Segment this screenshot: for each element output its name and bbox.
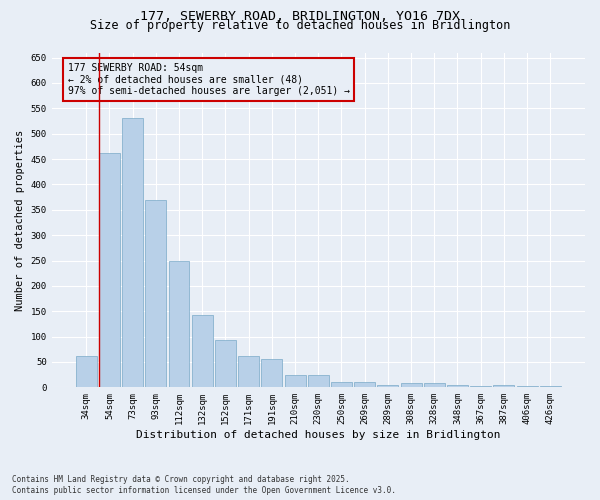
Text: Size of property relative to detached houses in Bridlington: Size of property relative to detached ho… [90,19,510,32]
Bar [331,382,352,388]
Text: Contains public sector information licensed under the Open Government Licence v3: Contains public sector information licen… [12,486,396,495]
Bar [447,385,468,388]
Bar [284,374,305,388]
Bar [308,374,329,388]
Bar [145,200,166,388]
Bar [470,386,491,388]
Y-axis label: Number of detached properties: Number of detached properties [15,130,25,310]
Bar [99,153,120,388]
Text: 177 SEWERBY ROAD: 54sqm
← 2% of detached houses are smaller (48)
97% of semi-det: 177 SEWERBY ROAD: 54sqm ← 2% of detached… [68,62,350,96]
Bar [122,118,143,388]
Bar [493,385,514,388]
Bar [215,340,236,388]
Text: 177, SEWERBY ROAD, BRIDLINGTON, YO16 7DX: 177, SEWERBY ROAD, BRIDLINGTON, YO16 7DX [140,10,460,23]
Bar [401,384,422,388]
X-axis label: Distribution of detached houses by size in Bridlington: Distribution of detached houses by size … [136,430,500,440]
Bar [76,356,97,388]
Bar [517,386,538,388]
Text: Contains HM Land Registry data © Crown copyright and database right 2025.: Contains HM Land Registry data © Crown c… [12,475,350,484]
Bar [262,360,283,388]
Bar [354,382,375,388]
Bar [377,385,398,388]
Bar [192,316,212,388]
Bar [238,356,259,388]
Bar [169,260,190,388]
Bar [424,384,445,388]
Bar [540,386,561,388]
